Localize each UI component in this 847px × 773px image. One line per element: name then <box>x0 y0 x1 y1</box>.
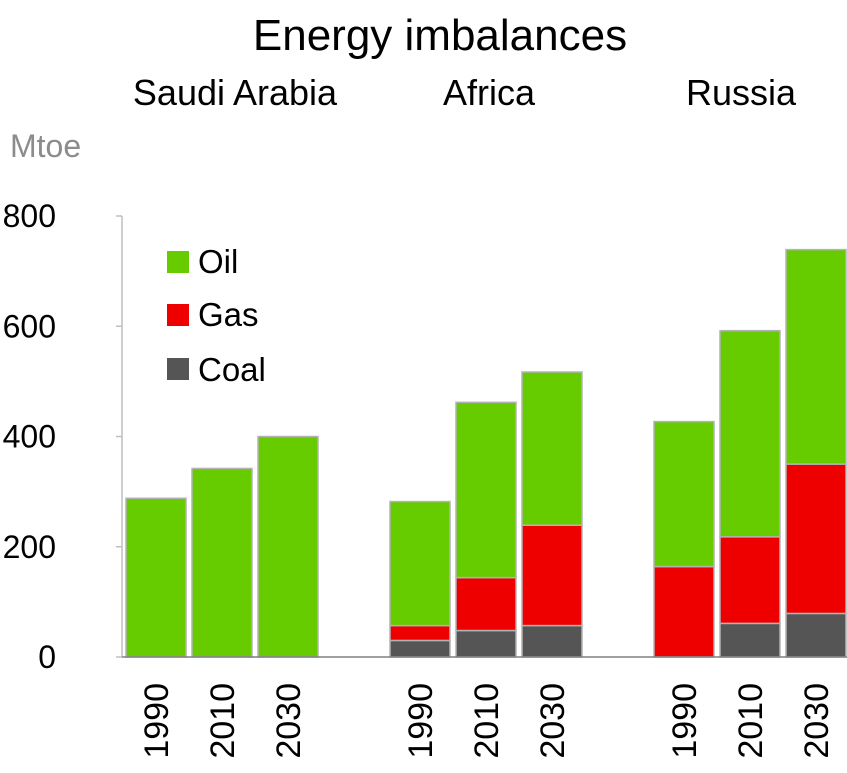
bar-segment-coal <box>455 629 517 658</box>
x-axis-labels: 1990 2010 2030 1990 2010 2030 1990 2010 2030 <box>138 683 836 759</box>
bar-segment-coal <box>719 622 781 658</box>
bar-segment-oil <box>125 497 187 658</box>
x-category-label: 2010 <box>204 683 242 759</box>
bar-segment-gas <box>785 463 847 615</box>
y-tick-label: 0 <box>38 639 56 675</box>
bar-segment-oil <box>455 401 517 579</box>
x-category-label: 2030 <box>534 683 572 759</box>
y-axis: 0 200 400 600 800 <box>3 198 123 675</box>
y-tick-label: 200 <box>3 529 56 565</box>
bar-segment-gas <box>719 536 781 625</box>
bar-segment-gas <box>455 576 517 632</box>
bar-segment-gas <box>653 565 715 658</box>
legend: Oil Gas Coal <box>167 243 266 388</box>
bar-segment-oil <box>521 371 583 527</box>
bar-segment-gas <box>389 624 451 642</box>
legend-label-gas: Gas <box>198 296 259 333</box>
group-label-saudi-arabia: Saudi Arabia <box>133 72 338 113</box>
legend-swatch-oil <box>167 251 189 273</box>
bar-segment-oil <box>719 329 781 538</box>
x-category-label: 2010 <box>732 683 770 759</box>
bar-segment-gas <box>521 524 583 627</box>
legend-label-coal: Coal <box>198 351 266 388</box>
bars-layer <box>122 248 847 658</box>
bar-segment-oil <box>191 467 253 658</box>
y-axis-unit-label: Mtoe <box>10 128 81 164</box>
y-tick-label: 600 <box>3 308 56 344</box>
bar-segment-oil <box>653 420 715 568</box>
x-category-label: 1990 <box>666 683 704 759</box>
bar-segment-oil <box>257 435 319 658</box>
bar-segment-oil <box>785 248 847 465</box>
y-tick-label: 800 <box>3 198 56 234</box>
x-category-label: 1990 <box>138 683 176 759</box>
group-label-africa: Africa <box>443 72 536 113</box>
x-category-label: 2030 <box>798 683 836 759</box>
bar-segment-oil <box>389 500 451 627</box>
bar-segment-coal <box>389 639 451 658</box>
x-category-label: 2010 <box>468 683 506 759</box>
y-tick-label: 400 <box>3 419 56 455</box>
x-category-label: 1990 <box>402 683 440 759</box>
legend-swatch-coal <box>167 358 189 380</box>
group-label-russia: Russia <box>686 72 797 113</box>
legend-swatch-gas <box>167 304 189 326</box>
x-category-label: 2030 <box>270 683 308 759</box>
legend-label-oil: Oil <box>198 243 238 280</box>
bar-segment-coal <box>521 624 583 658</box>
bar-segment-coal <box>785 612 847 658</box>
chart-title: Energy imbalances <box>253 11 627 60</box>
